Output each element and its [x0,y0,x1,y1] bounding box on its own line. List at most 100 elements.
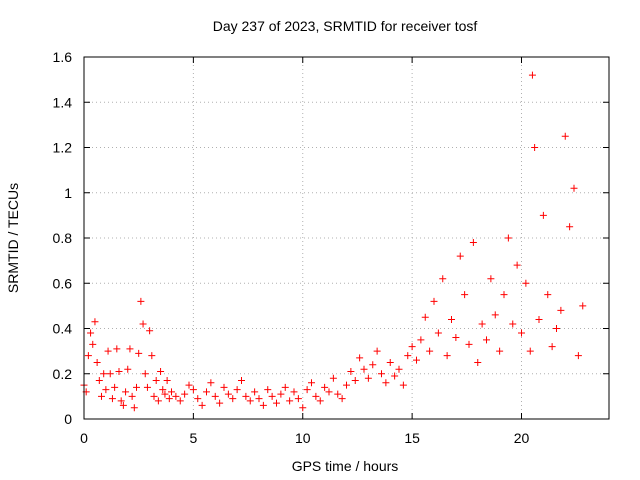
data-point [413,356,420,364]
data-point [579,302,587,310]
data-point [483,336,490,344]
data-point [325,388,333,396]
data-point [329,374,337,382]
data-point [443,352,451,360]
data-point [95,377,103,385]
data-point [294,395,302,403]
data-point [570,184,578,192]
data-point [561,132,569,140]
y-tick-label: 1 [64,185,72,201]
data-point [185,381,193,389]
data-point [474,358,482,366]
data-point [108,395,116,403]
data-point [308,379,315,387]
data-point [496,347,504,355]
data-point [456,252,464,260]
data-point [220,383,228,391]
data-point [299,404,307,412]
data-point [286,397,294,405]
data-point [189,386,197,394]
data-point [163,377,171,385]
data-point [216,399,224,407]
data-point [117,397,125,405]
x-tick-label: 10 [295,430,311,446]
data-point [91,318,99,326]
data-point [364,374,372,382]
data-point [430,297,438,305]
data-point [417,336,425,344]
data-point [122,388,130,396]
data-point [229,395,237,403]
data-point [448,315,455,323]
axis-ticks [83,56,609,420]
data-point [408,343,416,351]
data-point [522,279,530,287]
x-tick-label: 15 [404,430,420,446]
data-point [211,392,219,400]
data-point [312,392,320,400]
y-axis-label: SRMTID / TECUs [5,183,21,293]
data-point [268,392,276,400]
data-point [128,392,136,400]
data-point [518,329,525,337]
data-point [434,329,442,337]
data-point [290,388,298,396]
data-point [194,395,202,403]
data-point [553,325,560,332]
data-point [509,320,517,328]
data-point [360,365,368,373]
data-point [126,345,134,353]
data-point [395,365,403,373]
data-point [439,275,447,283]
data-point [351,377,359,385]
x-tick-label: 0 [80,430,88,446]
data-point [150,392,158,400]
x-tick-label: 5 [189,430,197,446]
data-point [176,397,184,405]
data-point [251,388,259,396]
data-point [111,383,119,391]
data-point [89,340,97,348]
data-point [238,377,245,385]
data-point [491,311,499,319]
data-point [544,291,552,299]
grid-lines [84,57,609,419]
data-point [373,347,381,355]
data-point [141,370,149,378]
plot-area-frame [83,56,610,420]
y-tick-labels: 0 0.2 0.4 0.6 0.8 1 1.2 1.4 1.6 [53,49,73,427]
data-point [504,234,512,242]
data-point [124,365,132,373]
data-point [135,349,143,357]
data-point [106,370,114,378]
y-tick-label: 0.4 [53,321,73,337]
chart-title: Day 237 of 2023, SRMTID for receiver tos… [213,18,478,34]
data-point [391,372,399,380]
data-point [159,386,167,394]
data-point [303,386,311,394]
data-point [130,404,138,412]
y-tick-label: 0.6 [53,275,73,291]
data-point [102,386,110,394]
data-point [513,261,521,269]
y-tick-label: 1.6 [53,49,73,65]
data-point [224,390,232,398]
data-point [161,390,169,398]
data-point [84,352,92,360]
data-point [146,327,154,335]
data-point [264,386,272,394]
data-point [574,352,582,360]
data-point [487,275,495,283]
data-point [461,291,469,299]
data-point [452,334,460,342]
data-point [255,395,263,403]
data-point [242,392,250,400]
x-tick-labels: 0 5 10 15 20 [80,430,529,446]
data-point [421,313,429,321]
data-point [478,320,486,328]
data-point [277,390,285,398]
data-point [259,401,267,409]
data-point [139,320,147,328]
data-point [356,354,364,362]
